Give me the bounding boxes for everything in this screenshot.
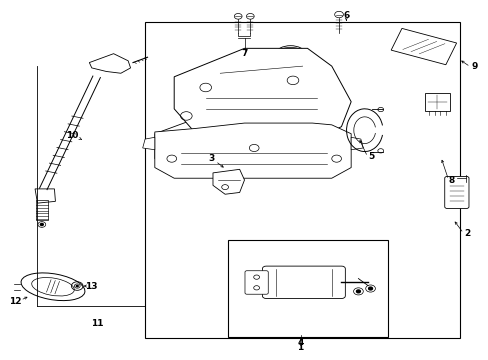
Polygon shape: [155, 120, 213, 166]
FancyBboxPatch shape: [244, 271, 268, 294]
Polygon shape: [155, 123, 350, 178]
Polygon shape: [142, 137, 155, 150]
Text: 2: 2: [464, 229, 469, 238]
Circle shape: [368, 287, 372, 290]
Circle shape: [41, 224, 43, 226]
Bar: [36, 200, 48, 220]
Polygon shape: [174, 48, 350, 144]
Text: 1: 1: [297, 343, 303, 352]
Bar: [145, 22, 459, 338]
Polygon shape: [89, 54, 130, 73]
Text: 6: 6: [343, 11, 349, 20]
Circle shape: [356, 290, 360, 293]
Text: 10: 10: [66, 131, 79, 140]
Ellipse shape: [275, 46, 305, 62]
Text: 5: 5: [367, 152, 374, 161]
Text: 13: 13: [85, 282, 98, 291]
Polygon shape: [390, 28, 456, 65]
Bar: [227, 240, 386, 337]
Polygon shape: [425, 93, 448, 111]
Text: 4: 4: [297, 338, 304, 347]
Circle shape: [76, 285, 78, 287]
Polygon shape: [350, 137, 363, 150]
Text: 11: 11: [91, 319, 103, 328]
Polygon shape: [35, 189, 55, 203]
Polygon shape: [213, 169, 244, 194]
Text: 12: 12: [9, 297, 22, 306]
FancyBboxPatch shape: [262, 266, 345, 298]
FancyBboxPatch shape: [444, 176, 468, 208]
Text: 7: 7: [241, 49, 247, 58]
Ellipse shape: [21, 273, 85, 301]
Text: 8: 8: [448, 176, 454, 185]
Text: 3: 3: [208, 154, 214, 163]
Text: 9: 9: [470, 62, 477, 71]
